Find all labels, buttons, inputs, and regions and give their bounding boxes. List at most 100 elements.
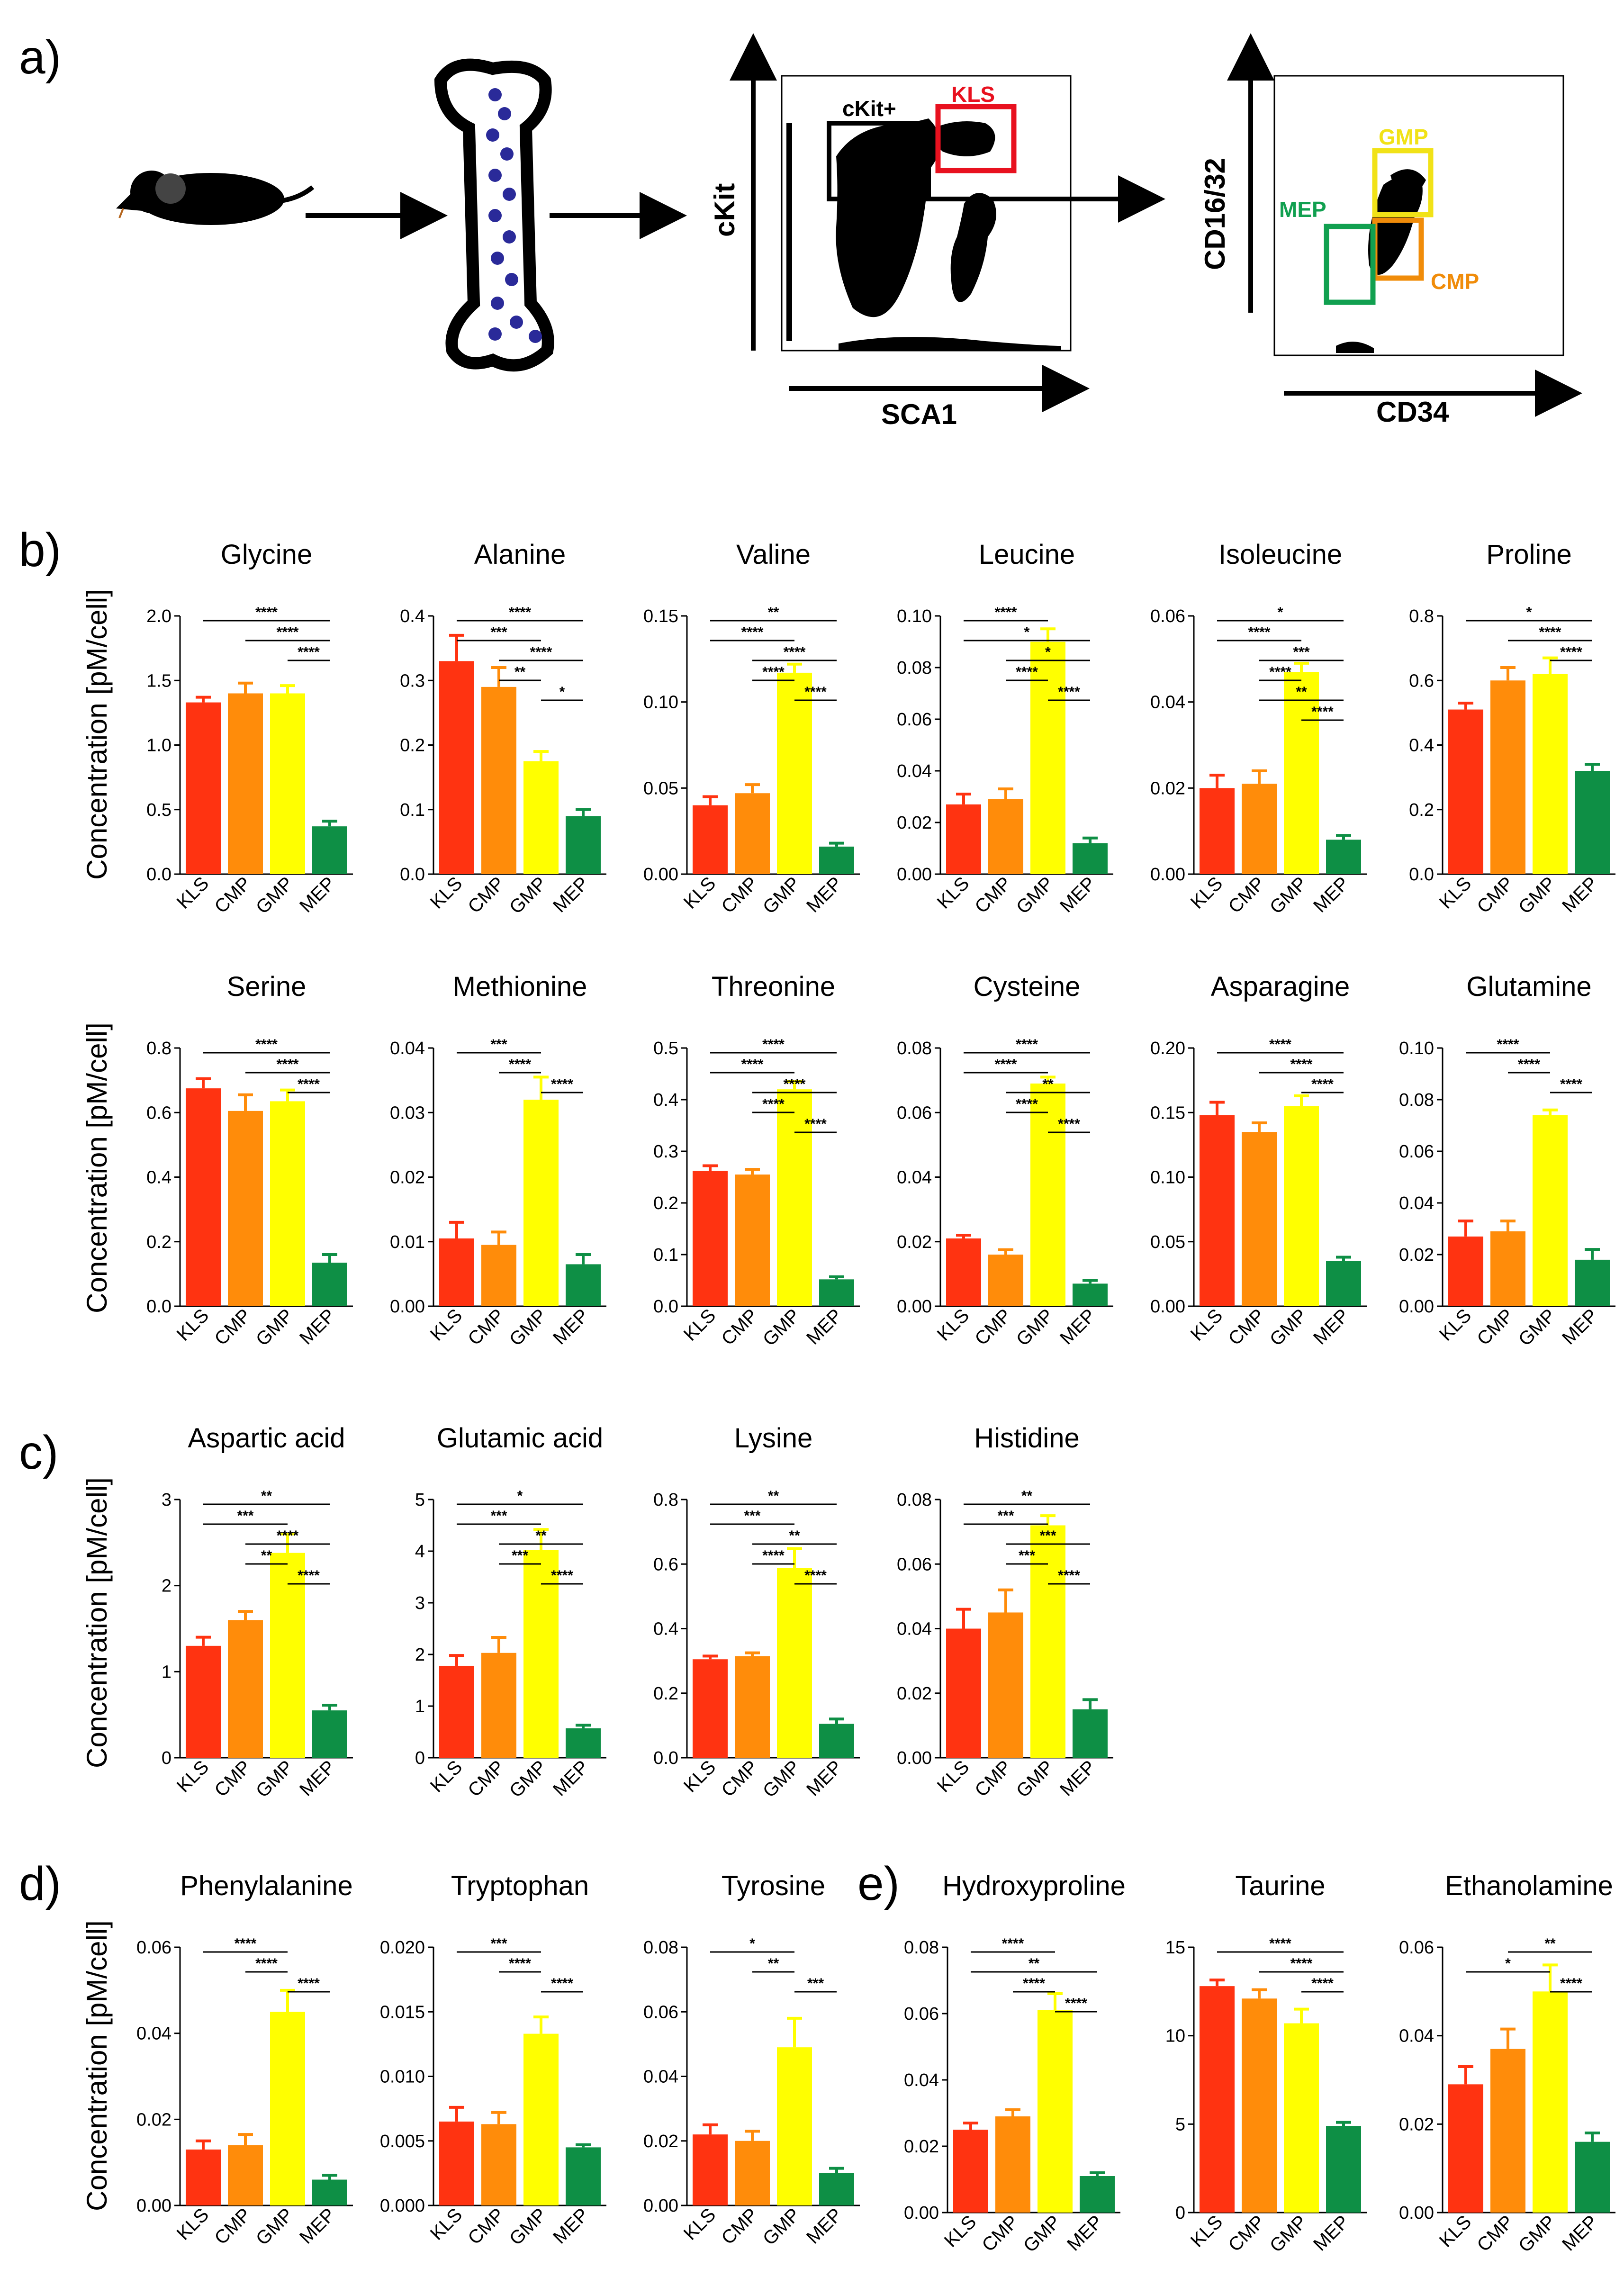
y-tick-label: 0.02 bbox=[897, 1684, 932, 1704]
y-tick-label: 0.02 bbox=[136, 2110, 171, 2130]
category-label: CMP bbox=[971, 1756, 1015, 1801]
bar-mep bbox=[819, 1279, 854, 1306]
bar-gmp bbox=[270, 1553, 305, 1758]
category-label: MEP bbox=[549, 873, 593, 916]
bar-cmp bbox=[481, 1245, 516, 1306]
sig-label: *** bbox=[1019, 1548, 1035, 1563]
category-label: KLS bbox=[426, 1305, 467, 1345]
sig-label: **** bbox=[298, 1568, 320, 1583]
category-label: MEP bbox=[296, 1305, 339, 1348]
y-tick-label: 1.0 bbox=[146, 736, 171, 756]
sig-label: **** bbox=[1311, 1076, 1334, 1092]
category-label: KLS bbox=[933, 1305, 974, 1345]
sig-label: **** bbox=[1290, 1956, 1313, 1971]
sig-label: **** bbox=[995, 605, 1017, 620]
category-label: MEP bbox=[1056, 873, 1100, 916]
bar-mep bbox=[1073, 1283, 1108, 1306]
y-tick-label: 0.04 bbox=[136, 2024, 171, 2044]
category-label: GMP bbox=[759, 1756, 804, 1802]
gate-cmp-label: CMP bbox=[1431, 269, 1479, 294]
flow-plot-2: GMP MEP CMP CD34 CD16/32 bbox=[1199, 33, 1582, 428]
gate-gmp-label: GMP bbox=[1379, 125, 1428, 149]
panel-label-e: e) bbox=[857, 1857, 900, 1910]
y-tick-label: 0.00 bbox=[897, 865, 932, 885]
sig-label: **** bbox=[298, 1076, 320, 1092]
chart-title: Phenylalanine bbox=[180, 1870, 352, 1901]
bar-gmp bbox=[777, 672, 812, 874]
chart-title: Isoleucine bbox=[1218, 539, 1342, 570]
sig-label: **** bbox=[1269, 1037, 1291, 1052]
bar-cmp bbox=[995, 2116, 1030, 2213]
y-tick-label: 0.010 bbox=[380, 2067, 425, 2087]
y-tick-label: 0.00 bbox=[390, 1297, 425, 1317]
category-label: GMP bbox=[505, 1305, 551, 1350]
sig-label: ** bbox=[1296, 684, 1307, 700]
y-tick-label: 0.06 bbox=[897, 1554, 932, 1574]
sig-label: **** bbox=[741, 1057, 764, 1072]
sig-label: * bbox=[1024, 624, 1030, 640]
bar-cmp bbox=[1490, 680, 1525, 874]
sig-label: * bbox=[517, 1488, 523, 1504]
chart-title: Threonine bbox=[712, 971, 835, 1002]
category-label: CMP bbox=[1224, 2211, 1269, 2256]
category-label: GMP bbox=[1266, 2211, 1311, 2257]
y-tick-label: 0.015 bbox=[380, 2002, 425, 2022]
sig-label: ** bbox=[1042, 1076, 1054, 1092]
sig-label: *** bbox=[490, 1936, 507, 1952]
bar-mep bbox=[566, 1728, 601, 1758]
y-tick-label: 1 bbox=[162, 1662, 171, 1682]
y-tick-label: 0.06 bbox=[904, 2004, 939, 2024]
y-tick-label: 0.06 bbox=[897, 710, 932, 730]
bar-gmp bbox=[1533, 1115, 1568, 1306]
category-label: KLS bbox=[1187, 2211, 1227, 2251]
bar-mep bbox=[312, 826, 347, 874]
bar-mep bbox=[819, 2173, 854, 2205]
category-label: KLS bbox=[933, 1756, 974, 1797]
y-tick-label: 0.000 bbox=[380, 2196, 425, 2216]
chart-title: Serine bbox=[227, 971, 307, 1002]
flow1-xlabel: SCA1 bbox=[881, 398, 957, 430]
sig-label: ** bbox=[1029, 1956, 1040, 1971]
bar-kls bbox=[1448, 709, 1483, 874]
y-tick-label: 0.8 bbox=[653, 1490, 678, 1510]
y-tick-label: 0.5 bbox=[653, 1039, 678, 1058]
y-tick-label: 0.005 bbox=[380, 2132, 425, 2151]
panel-label-a: a) bbox=[19, 31, 61, 84]
y-tick-label: 0.0 bbox=[653, 1748, 678, 1768]
category-label: MEP bbox=[803, 2204, 846, 2248]
category-label: CMP bbox=[971, 1305, 1015, 1349]
y-tick-label: 0.08 bbox=[904, 1938, 939, 1958]
sig-label: **** bbox=[509, 605, 531, 620]
sig-label: *** bbox=[807, 1976, 824, 1991]
chart-title: Alanine bbox=[474, 539, 566, 570]
bar-charts: Glycine0.00.51.01.52.0KLSCMPGMPMEP******… bbox=[136, 539, 1615, 2257]
y-tick-label: 0.15 bbox=[1150, 1103, 1185, 1123]
chart-title: Histidine bbox=[974, 1423, 1079, 1454]
y-tick-label: 2.0 bbox=[146, 606, 171, 626]
sig-label: **** bbox=[235, 1936, 257, 1952]
chart-title: Asparagine bbox=[1211, 971, 1350, 1002]
bar-cmp bbox=[228, 1111, 263, 1306]
category-label: MEP bbox=[296, 873, 339, 916]
bar-cmp bbox=[988, 1612, 1023, 1758]
y-tick-label: 0.06 bbox=[1150, 606, 1185, 626]
sig-label: **** bbox=[804, 1568, 827, 1583]
category-label: CMP bbox=[717, 1756, 762, 1801]
sig-label: *** bbox=[1293, 644, 1309, 660]
bar-kls bbox=[439, 2121, 474, 2205]
bar-kls bbox=[439, 661, 474, 874]
sig-label: **** bbox=[762, 1548, 785, 1563]
bar-gmp bbox=[270, 693, 305, 874]
bar-cmp bbox=[1242, 784, 1277, 874]
y-tick-label: 0.06 bbox=[136, 1938, 171, 1958]
y-tick-label: 0.00 bbox=[897, 1748, 932, 1768]
y-tick-label: 0.4 bbox=[653, 1090, 678, 1110]
y-tick-label: 0.04 bbox=[390, 1039, 425, 1058]
bar-gmp bbox=[523, 1100, 559, 1306]
sig-label: **** bbox=[551, 1976, 573, 1991]
sig-label: **** bbox=[804, 1116, 827, 1132]
sig-label: **** bbox=[255, 1956, 278, 1971]
category-label: MEP bbox=[1309, 2211, 1353, 2255]
